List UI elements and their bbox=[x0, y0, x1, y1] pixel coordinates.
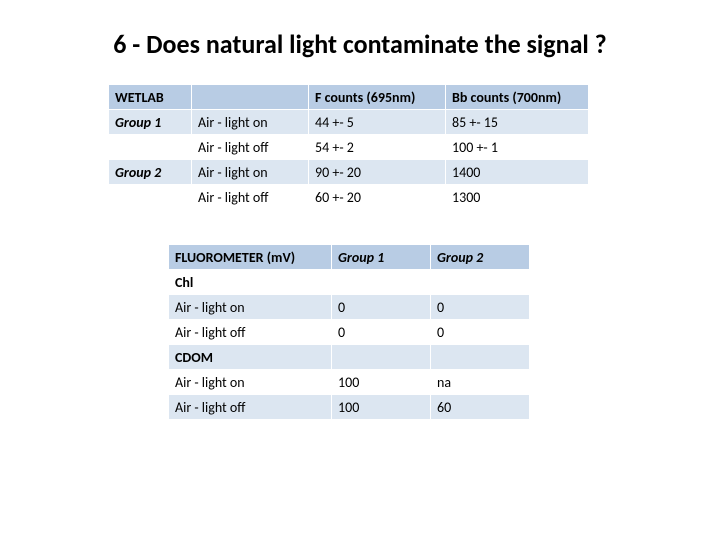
table-header-row: FLUOROMETER (mV)Group 1Group 2 bbox=[169, 245, 530, 270]
table-cell: 0 bbox=[431, 320, 530, 345]
table-row: Chl bbox=[169, 270, 530, 295]
table-row: Air - light off00 bbox=[169, 320, 530, 345]
column-header: FLUOROMETER (mV) bbox=[169, 245, 332, 270]
table-cell: Air - light on bbox=[169, 295, 332, 320]
column-header: Group 1 bbox=[332, 245, 431, 270]
table-row: Air - light off54 +- 2100 +- 1 bbox=[109, 135, 589, 160]
table-cell: 0 bbox=[332, 320, 431, 345]
table-cell: Air - light off bbox=[169, 320, 332, 345]
table-cell: 1300 bbox=[446, 185, 589, 210]
table-cell: na bbox=[431, 370, 530, 395]
table-cell: Group 1 bbox=[109, 110, 192, 135]
table-cell: Air - light on bbox=[192, 110, 309, 135]
table-cell: 100 bbox=[332, 395, 431, 420]
table-row: Group 2Air - light on90 +- 201400 bbox=[109, 160, 589, 185]
column-header: Bb counts (700nm) bbox=[446, 85, 589, 110]
table-cell: 60 bbox=[431, 395, 530, 420]
column-header: Group 2 bbox=[431, 245, 530, 270]
table-cell: 90 +- 20 bbox=[309, 160, 446, 185]
table-row: Air - light on100na bbox=[169, 370, 530, 395]
slide: 6 - Does natural light contaminate the s… bbox=[0, 0, 720, 448]
table-cell: Chl bbox=[169, 270, 332, 295]
fluorometer-table: FLUOROMETER (mV)Group 1Group 2 ChlAir - … bbox=[168, 244, 530, 420]
table-row: Air - light on00 bbox=[169, 295, 530, 320]
table-cell: Air - light off bbox=[192, 185, 309, 210]
table-cell bbox=[109, 185, 192, 210]
table-cell: 100 +- 1 bbox=[446, 135, 589, 160]
table-cell: 1400 bbox=[446, 160, 589, 185]
table-cell bbox=[431, 345, 530, 370]
table-cell: Air - light on bbox=[169, 370, 332, 395]
table-header-row: WETLAB F counts (695nm)Bb counts (700nm) bbox=[109, 85, 589, 110]
table-cell bbox=[431, 270, 530, 295]
table-cell bbox=[332, 270, 431, 295]
slide-title: 6 - Does natural light contaminate the s… bbox=[40, 28, 680, 60]
table-cell bbox=[332, 345, 431, 370]
column-header: WETLAB bbox=[109, 85, 192, 110]
table-cell: 44 +- 5 bbox=[309, 110, 446, 135]
table-cell: 85 +- 15 bbox=[446, 110, 589, 135]
table-row: Group 1Air - light on44 +- 585 +- 15 bbox=[109, 110, 589, 135]
table-cell: Air - light off bbox=[169, 395, 332, 420]
wetlab-table: WETLABF counts (695nm)Bb counts (700nm) … bbox=[108, 84, 589, 210]
table-cell: 100 bbox=[332, 370, 431, 395]
table-cell: Air - light on bbox=[192, 160, 309, 185]
table-cell: CDOM bbox=[169, 345, 332, 370]
table-cell: Group 2 bbox=[109, 160, 192, 185]
table-cell: 54 +- 2 bbox=[309, 135, 446, 160]
table-row: CDOM bbox=[169, 345, 530, 370]
table-cell: Air - light off bbox=[192, 135, 309, 160]
column-header: F counts (695nm) bbox=[309, 85, 446, 110]
table-row: Air - light off10060 bbox=[169, 395, 530, 420]
column-header bbox=[192, 85, 309, 110]
table-cell: 0 bbox=[332, 295, 431, 320]
table-row: Air - light off60 +- 201300 bbox=[109, 185, 589, 210]
table-cell: 0 bbox=[431, 295, 530, 320]
table-cell: 60 +- 20 bbox=[309, 185, 446, 210]
table-cell bbox=[109, 135, 192, 160]
